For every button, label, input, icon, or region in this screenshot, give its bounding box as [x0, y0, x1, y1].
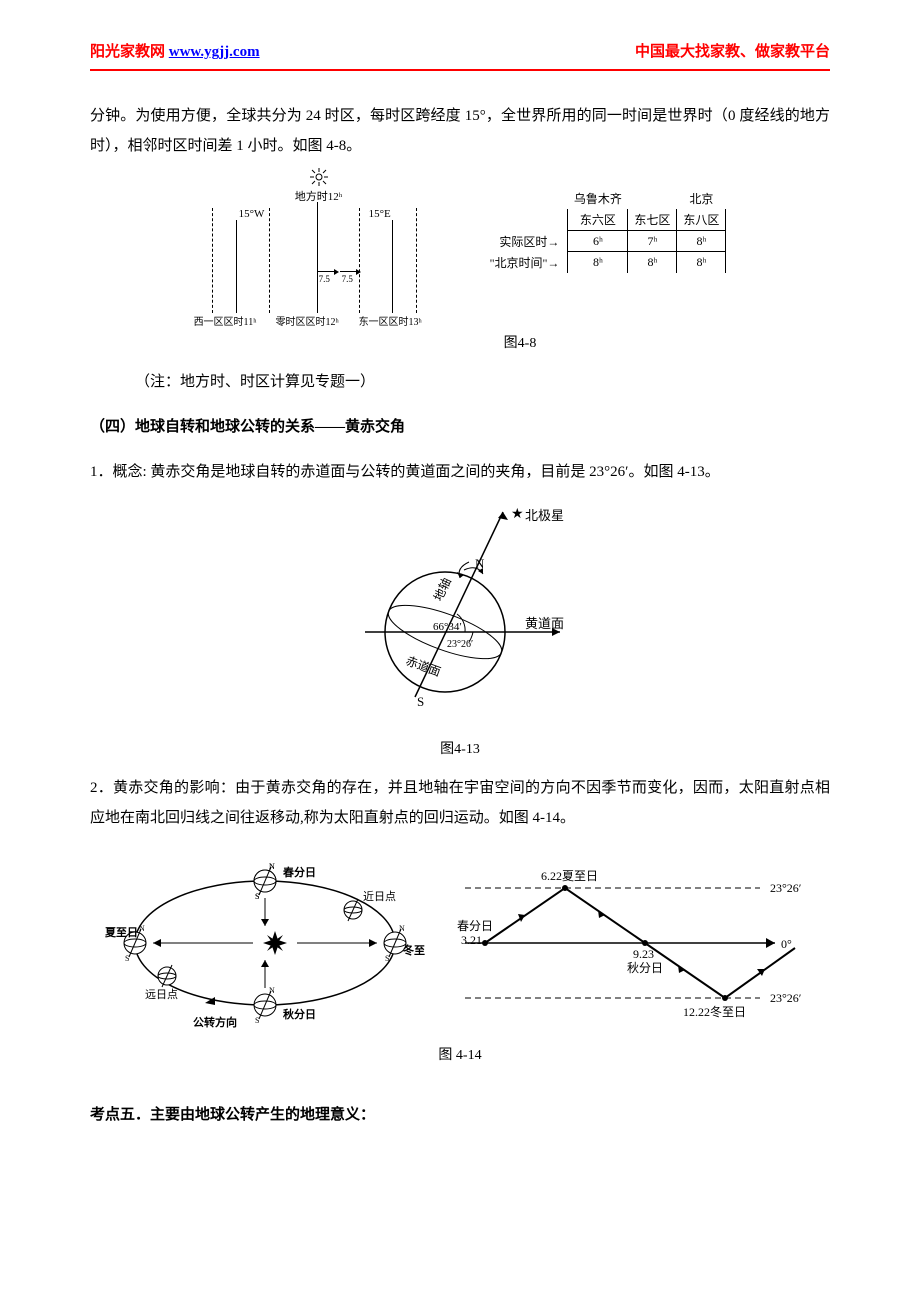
fig414-left-svg: NS NS NS NS 春分日 夏至: [105, 848, 425, 1038]
paragraph-1: 分钟。为使用方便，全球共分为 24 时区，每时区跨经度 15°，全世界所用的同一…: [90, 101, 830, 161]
svg-text:春分日: 春分日: [283, 865, 316, 879]
svg-text:N: N: [269, 986, 275, 995]
fig48-seg-left: 7.5: [319, 274, 330, 284]
kaodian-5-label: 考点五．主要由地球公转产生的地理意义：: [90, 1107, 375, 1123]
svg-text:3.21: 3.21: [461, 933, 482, 947]
vline: [317, 202, 318, 313]
fig413-angle1: 66°34′: [433, 621, 462, 633]
fig413-svg: ★ 北极星 N 黄道面 地轴 66°34′ 23°26′ 赤道面: [325, 502, 595, 732]
svg-text:秋分日: 秋分日: [627, 961, 663, 975]
time-cell: 6ʰ: [568, 231, 628, 252]
fig48-caption: 图4-8: [210, 332, 830, 352]
fig413-S: S: [417, 694, 424, 709]
svg-text:春分日: 春分日: [457, 919, 493, 933]
header-tagline: 中国最大找家教、做家教平台: [635, 40, 830, 61]
time-cell: 8ʰ: [677, 252, 726, 273]
svg-text:N: N: [399, 924, 405, 933]
city-cell: [628, 188, 677, 209]
fig414-right-svg: 23°26′ 0° 23°26′ 6.22夏至日 春分日: [455, 858, 815, 1028]
fig48-left-diagram: 地方时12ʰ 15°W 15°E 7.5 7.5 西一区区时11ʰ 零: [194, 176, 444, 326]
fig48-15w: 15°W: [239, 208, 265, 220]
fig413-N: N: [475, 556, 485, 571]
svg-text:23°26′: 23°26′: [770, 991, 802, 1005]
zone-cell: 东七区: [628, 209, 677, 231]
city-cell: 乌鲁木齐: [568, 188, 628, 209]
fig48-15e: 15°E: [369, 208, 391, 220]
fig413-caption: 图4-13: [90, 738, 830, 758]
svg-text:N: N: [139, 924, 145, 933]
svg-text:冬至日: 冬至日: [403, 943, 425, 957]
dline: [359, 208, 360, 313]
dline: [269, 208, 270, 313]
vline: [392, 220, 393, 313]
fig48-sun-label: 地方时12ʰ: [295, 188, 343, 204]
section-4-title: （四）地球自转和地球公转的关系——黄赤交角: [90, 412, 830, 442]
fig48-bottom-w: 西一区区时11ʰ: [194, 313, 257, 328]
svg-text:公转方向: 公转方向: [193, 1015, 237, 1029]
fig413-polaris: 北极星: [525, 508, 564, 523]
fig413-equatorial: 赤道面: [404, 654, 443, 679]
svg-text:S: S: [385, 954, 389, 963]
zone-cell: 东八区: [677, 209, 726, 231]
city-cell: 北京: [677, 188, 726, 209]
svg-text:12.22冬至日: 12.22冬至日: [683, 1004, 746, 1019]
arrow-right-icon: [340, 271, 358, 272]
sun-icon: [310, 168, 328, 189]
svg-text:0°: 0°: [781, 937, 792, 951]
zone-cell: 东六区: [568, 209, 628, 231]
figure-4-8: 地方时12ʰ 15°W 15°E 7.5 7.5 西一区区时11ʰ 零: [90, 176, 830, 352]
paragraph-3: 2．黄赤交角的影响：由于黄赤交角的存在，并且地轴在宇宙空间的方向不因季节而变化，…: [90, 773, 830, 833]
fig48-bottom-e: 东一区区时13ʰ: [359, 313, 422, 328]
fig48-bottom-c: 零时区区时12ʰ: [276, 313, 339, 328]
site-name: 阳光家教网: [90, 44, 165, 60]
site-url-link[interactable]: www.ygjj.com: [169, 44, 260, 60]
fig413-axis: 地轴: [430, 575, 454, 603]
dline: [212, 208, 213, 313]
svg-text:夏至日: 夏至日: [105, 926, 138, 939]
polaris-star-icon: ★: [511, 507, 524, 522]
svg-text:远日点: 远日点: [145, 988, 178, 1001]
svg-text:近日点: 近日点: [363, 890, 396, 903]
paragraph-2: 1．概念: 黄赤交角是地球自转的赤道面与公转的黄道面之间的夹角，目前是 23°2…: [90, 457, 830, 487]
arrow-right-icon: [318, 271, 336, 272]
header-left: 阳光家教网 www.ygjj.com: [90, 40, 260, 61]
svg-text:6.22夏至日: 6.22夏至日: [541, 869, 598, 883]
time-cell: 8ʰ: [628, 252, 677, 273]
svg-text:23°26′: 23°26′: [770, 881, 802, 895]
svg-text:S: S: [125, 954, 129, 963]
kaodian-5: 考点五．主要由地球公转产生的地理意义：: [90, 1100, 830, 1130]
svg-text:S: S: [255, 1016, 259, 1025]
row1-label: 实际区时→: [484, 231, 568, 252]
fig414-caption: 图 4-14: [90, 1044, 830, 1064]
vline: [236, 220, 237, 313]
dline: [416, 208, 417, 313]
fig48-seg-right: 7.5: [342, 274, 353, 284]
svg-text:秋分日: 秋分日: [283, 1007, 316, 1021]
header-divider: [90, 69, 830, 71]
fig48-right-table: 乌鲁木齐 北京 东六区 东七区 东八区 实际区时→ 6ʰ 7ʰ 8ʰ: [484, 188, 727, 273]
fig413-ecliptic: 黄道面: [525, 616, 564, 631]
note-line: （注：地方时、时区计算见专题一）: [90, 367, 830, 397]
svg-text:9.23: 9.23: [633, 947, 654, 961]
figure-4-14: NS NS NS NS 春分日 夏至: [90, 848, 830, 1064]
page-header: 阳光家教网 www.ygjj.com 中国最大找家教、做家教平台: [90, 40, 830, 61]
time-cell: 8ʰ: [677, 231, 726, 252]
time-cell: 7ʰ: [628, 231, 677, 252]
row2-label: "北京时间"→: [484, 252, 568, 273]
figure-4-13: ★ 北极星 N 黄道面 地轴 66°34′ 23°26′ 赤道面: [90, 502, 830, 758]
time-cell: 8ʰ: [568, 252, 628, 273]
